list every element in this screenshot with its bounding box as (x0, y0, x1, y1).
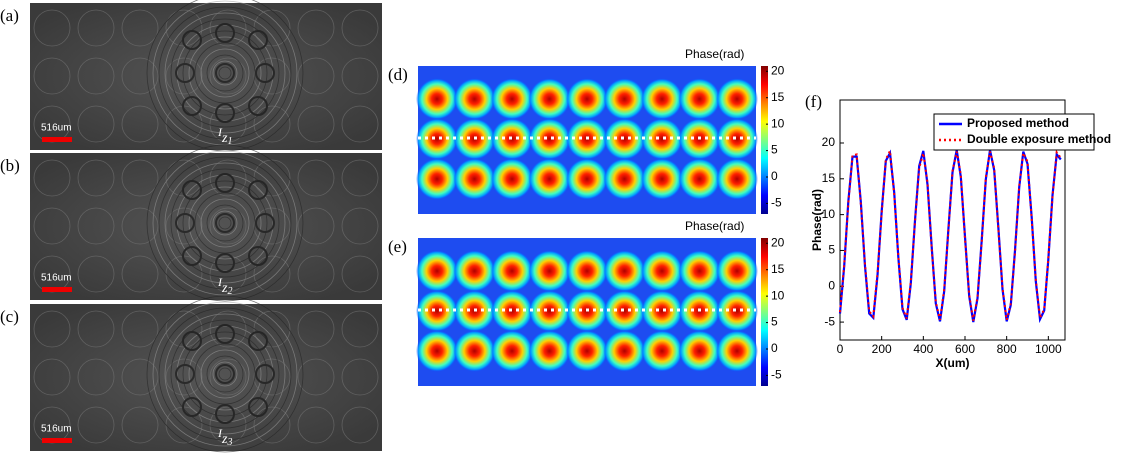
caption-subsub: 2 (227, 286, 232, 297)
phase-spot (566, 330, 608, 372)
colorbar (761, 238, 768, 386)
y-tick-label: 0 (828, 278, 835, 292)
phase-spot (491, 158, 533, 200)
colorbar-tick-label: 10 (771, 116, 785, 130)
phase-spot (416, 78, 458, 120)
phase-spot (679, 158, 721, 200)
colorbar-tick-label: -5 (771, 368, 782, 382)
phase-spot (716, 330, 758, 372)
phase-spot (491, 78, 533, 120)
colorbar-title: Phase(rad) (685, 219, 744, 233)
phase-spot (641, 78, 683, 120)
scale-bar (42, 438, 72, 443)
phase-spot (454, 250, 496, 292)
x-tick-label: 200 (872, 342, 892, 356)
colorbar-tick-label: 5 (771, 315, 778, 329)
phase-spot (529, 78, 571, 120)
phase-spot (679, 78, 721, 120)
legend-label: Double exposure method (967, 132, 1111, 146)
phase-spot (416, 250, 458, 292)
phase-spot (454, 158, 496, 200)
phase-spot (529, 330, 571, 372)
scale-bar (42, 287, 72, 292)
colorbar-title: Phase(rad) (685, 47, 744, 61)
phase-spot (416, 290, 458, 332)
x-tick-label: 1000 (1035, 342, 1062, 356)
colorbar-tick-label: 0 (771, 341, 778, 355)
panel-label: (e) (388, 237, 407, 256)
phase-spot (716, 118, 758, 160)
phase-spot (454, 330, 496, 372)
x-axis-label: X(um) (936, 356, 970, 370)
colorbar-tick-label: 15 (771, 262, 785, 276)
panel-label: (a) (0, 6, 19, 25)
phase-spot (604, 158, 646, 200)
hologram-image (30, 304, 382, 451)
panel-label: (f) (805, 92, 822, 111)
phase-spot (641, 330, 683, 372)
colorbar (761, 66, 768, 214)
colorbar-tick-label: 20 (771, 63, 785, 77)
hologram-image (30, 153, 382, 300)
scale-bar-label: 516um (41, 123, 72, 134)
panel-label: (d) (388, 65, 408, 84)
phase-spot (679, 250, 721, 292)
phase-spot (529, 118, 571, 160)
scale-bar-label: 516um (41, 273, 72, 284)
panel-label: (b) (0, 156, 20, 175)
legend-label: Proposed method (967, 116, 1069, 130)
phase-spot (566, 158, 608, 200)
colorbar-tick-label: -5 (771, 196, 782, 210)
phase-spot (641, 290, 683, 332)
colorbar-tick-label: 0 (771, 169, 778, 183)
x-tick-label: 800 (997, 342, 1017, 356)
phase-spot (641, 118, 683, 160)
phase-spot (416, 330, 458, 372)
phase-spot (679, 330, 721, 372)
colorbar-tick-label: 20 (771, 235, 785, 249)
phase-spot (716, 158, 758, 200)
y-tick-label: 20 (822, 135, 836, 149)
x-tick-label: 400 (913, 342, 933, 356)
phase-spot (416, 158, 458, 200)
scale-bar (42, 137, 72, 142)
y-tick-label: -5 (824, 314, 835, 328)
phase-spot (529, 158, 571, 200)
x-tick-label: 600 (955, 342, 975, 356)
scale-bar-label: 516um (41, 424, 72, 435)
x-tick-label: 0 (837, 342, 844, 356)
colorbar-tick-label: 10 (771, 288, 785, 302)
phase-spot (604, 78, 646, 120)
phase-spot (529, 250, 571, 292)
y-tick-label: 5 (828, 243, 835, 257)
hologram-image (30, 3, 382, 150)
phase-spot (641, 250, 683, 292)
phase-spot (716, 78, 758, 120)
phase-spot (716, 290, 758, 332)
phase-spot (491, 250, 533, 292)
figure: (a)516umIz1(b)516umIz2(c)516umIz3(d)Phas… (0, 0, 1122, 454)
phase-spot (454, 78, 496, 120)
phase-spot (529, 290, 571, 332)
phase-spot (641, 158, 683, 200)
y-axis-label: Phase(rad) (810, 189, 824, 251)
phase-spot (716, 250, 758, 292)
phase-spot (491, 330, 533, 372)
panel-label: (c) (0, 307, 19, 326)
phase-spot (566, 250, 608, 292)
y-tick-label: 15 (822, 171, 836, 185)
phase-spot (566, 78, 608, 120)
colorbar-tick-label: 15 (771, 90, 785, 104)
phase-spot (416, 118, 458, 160)
colorbar-tick-label: 5 (771, 143, 778, 157)
phase-spot (604, 250, 646, 292)
phase-spot (604, 330, 646, 372)
caption-subsub: 3 (226, 437, 232, 448)
